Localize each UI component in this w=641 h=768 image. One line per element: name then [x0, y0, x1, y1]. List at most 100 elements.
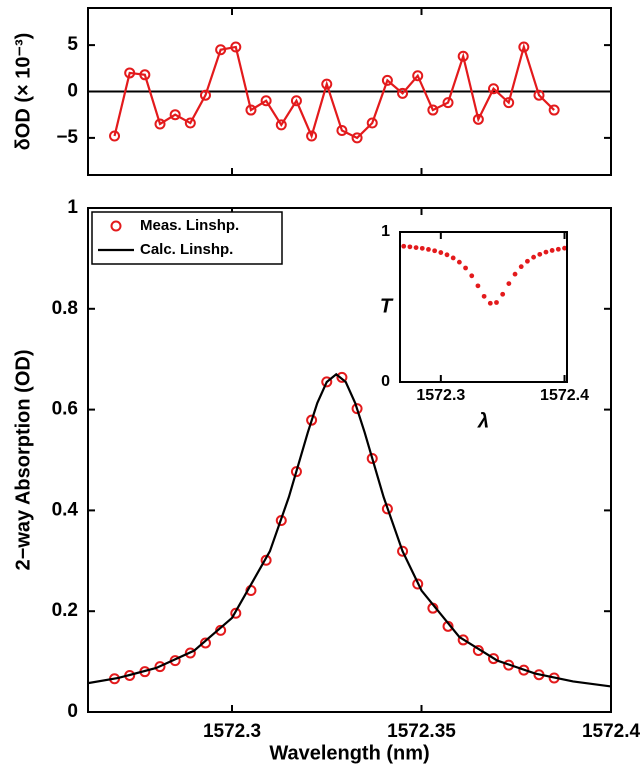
marker	[306, 130, 318, 142]
marker	[184, 647, 196, 659]
panel: 0 1 1572.3 1572.4 λ T	[380, 223, 589, 432]
marker	[184, 117, 196, 129]
series-line	[88, 372, 611, 688]
marker	[518, 41, 530, 53]
y-tick-label: 5	[67, 34, 78, 55]
dot	[469, 273, 475, 279]
marker	[321, 78, 333, 90]
series-line	[113, 43, 555, 140]
marker	[488, 83, 500, 95]
marker	[336, 371, 348, 383]
x-axis-label: Wavelength (nm)	[269, 742, 429, 764]
y-tick-label: 0.4	[52, 499, 79, 520]
marker	[230, 41, 242, 53]
dot	[500, 291, 506, 297]
legend-box	[91, 211, 283, 265]
marker	[366, 452, 378, 464]
panel: −5 0 5 δOD (× 10⁻³)	[12, 7, 612, 176]
dot	[537, 251, 543, 257]
legend-label: Calc. Linshp.	[140, 241, 233, 258]
marker	[245, 104, 257, 116]
frame	[399, 231, 568, 383]
frame	[87, 207, 612, 713]
marker	[412, 70, 424, 82]
legend-label: Meas. Linshp.	[140, 217, 239, 234]
legend: Meas. Linshp. Calc. Linshp.	[91, 211, 283, 265]
marker	[488, 653, 500, 665]
y-axis-label: δOD (× 10⁻³)	[12, 33, 34, 151]
dot	[555, 246, 561, 252]
dot	[413, 245, 419, 251]
marker	[260, 95, 272, 107]
marker	[154, 118, 166, 130]
marker	[381, 74, 393, 86]
marker	[381, 503, 393, 515]
x-tick-label: 1572.3	[416, 387, 465, 404]
dot	[463, 265, 468, 271]
dot	[426, 247, 431, 252]
dot	[438, 250, 444, 255]
plot	[88, 41, 611, 144]
dot	[444, 252, 450, 258]
marker	[397, 545, 409, 557]
dot	[562, 245, 567, 251]
marker	[366, 117, 378, 129]
marker	[503, 97, 515, 109]
x-axis-label: λ	[477, 410, 489, 432]
dot	[543, 249, 549, 255]
marker	[533, 89, 545, 101]
dot	[549, 248, 555, 253]
frame	[87, 7, 612, 176]
y-tick-label: 0	[381, 373, 390, 390]
dot	[494, 300, 499, 305]
dot	[419, 245, 425, 251]
marker	[139, 69, 151, 81]
y-tick-label: 0	[67, 701, 78, 722]
marker	[472, 113, 484, 125]
x-tick-label: 1572.4	[540, 387, 589, 404]
marker	[351, 403, 363, 415]
y-axis-label: T	[380, 295, 394, 317]
marker	[351, 132, 363, 144]
dot	[481, 293, 487, 299]
marker	[199, 89, 211, 101]
dot	[450, 255, 456, 261]
dot	[531, 254, 536, 260]
dot	[432, 248, 438, 254]
marker	[336, 124, 348, 136]
y-tick-label: 0.2	[52, 600, 78, 621]
dot	[487, 300, 493, 306]
marker	[457, 634, 469, 646]
marker	[397, 87, 409, 99]
plot-area	[400, 232, 567, 382]
plot	[401, 243, 567, 306]
x-tick-label: 1572.35	[387, 721, 456, 742]
dot	[506, 281, 512, 286]
marker	[199, 637, 211, 649]
y-tick-label: 0.8	[52, 298, 78, 319]
marker	[169, 109, 181, 121]
dot	[407, 244, 413, 250]
y-axis-label: 2−way Absorption (OD)	[12, 350, 34, 571]
dot	[401, 243, 407, 249]
marker	[442, 97, 454, 109]
marker	[290, 466, 302, 478]
dot	[475, 283, 481, 289]
marker	[548, 104, 560, 116]
x-tick-label: 1572.4	[582, 721, 641, 742]
y-tick-label: −5	[56, 127, 78, 148]
y-tick-label: 1	[381, 223, 390, 240]
dot	[456, 259, 462, 265]
marker	[457, 50, 469, 62]
y-tick-label: 0	[67, 81, 78, 102]
marker	[109, 130, 121, 142]
marker	[154, 661, 166, 673]
dot	[525, 258, 530, 264]
x-tick-label: 1572.3	[203, 721, 261, 742]
legend-marker	[110, 220, 122, 232]
marker	[290, 95, 302, 107]
y-tick-label: 0.6	[52, 399, 78, 420]
marker	[412, 578, 424, 590]
y-tick-label: 1	[67, 197, 78, 218]
